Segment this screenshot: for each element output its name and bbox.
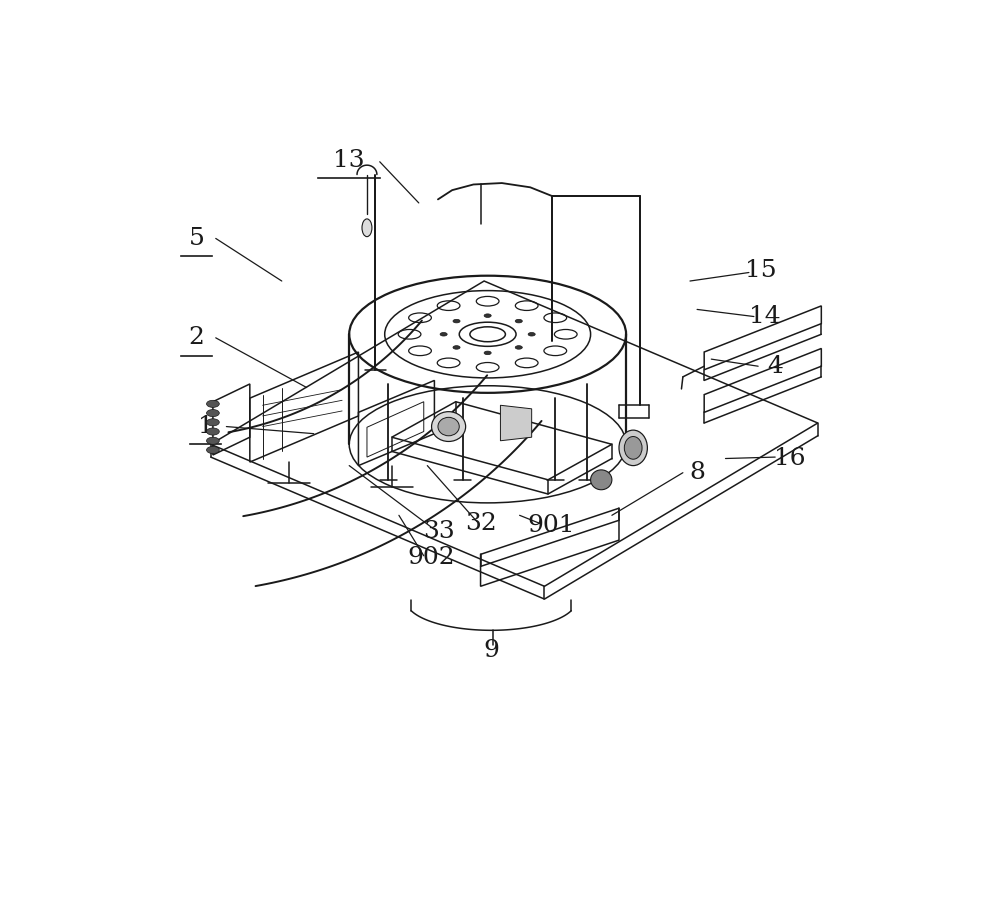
Ellipse shape bbox=[619, 430, 647, 466]
Polygon shape bbox=[500, 406, 532, 441]
Text: 902: 902 bbox=[407, 547, 455, 570]
Text: 8: 8 bbox=[689, 461, 705, 484]
Ellipse shape bbox=[207, 419, 219, 426]
Ellipse shape bbox=[432, 411, 466, 442]
Ellipse shape bbox=[528, 333, 535, 336]
Ellipse shape bbox=[362, 219, 372, 237]
Ellipse shape bbox=[591, 470, 612, 490]
Ellipse shape bbox=[440, 333, 447, 336]
Ellipse shape bbox=[207, 409, 219, 417]
Ellipse shape bbox=[453, 319, 460, 323]
Text: 13: 13 bbox=[333, 148, 365, 171]
Text: 2: 2 bbox=[189, 326, 205, 349]
Text: 1: 1 bbox=[198, 415, 214, 438]
Ellipse shape bbox=[207, 400, 219, 408]
Text: 4: 4 bbox=[767, 355, 783, 378]
Text: 14: 14 bbox=[749, 305, 780, 328]
Text: 901: 901 bbox=[528, 514, 575, 538]
Text: 33: 33 bbox=[424, 520, 455, 543]
Ellipse shape bbox=[515, 346, 522, 349]
Ellipse shape bbox=[207, 437, 219, 444]
Text: 32: 32 bbox=[465, 513, 496, 536]
Ellipse shape bbox=[484, 313, 491, 317]
Ellipse shape bbox=[484, 351, 491, 355]
Ellipse shape bbox=[515, 319, 522, 323]
Text: 15: 15 bbox=[745, 259, 777, 282]
Ellipse shape bbox=[207, 428, 219, 435]
Ellipse shape bbox=[624, 436, 642, 459]
Ellipse shape bbox=[207, 446, 219, 454]
Ellipse shape bbox=[453, 346, 460, 349]
Text: 5: 5 bbox=[189, 227, 205, 250]
Text: 16: 16 bbox=[774, 447, 805, 470]
Text: 9: 9 bbox=[483, 639, 499, 662]
Ellipse shape bbox=[438, 418, 459, 436]
